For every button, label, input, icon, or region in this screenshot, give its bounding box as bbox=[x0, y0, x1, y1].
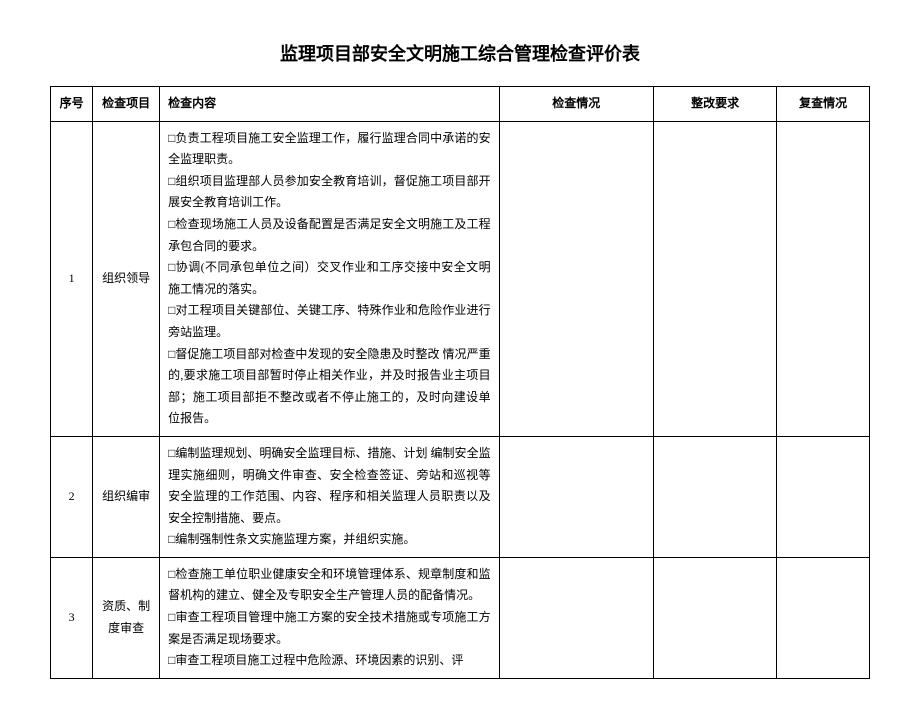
header-seq: 序号 bbox=[51, 87, 93, 122]
cell-content: □负责工程项目施工安全监理工作，履行监理合同中承诺的安全监理职责。 □组织项目监… bbox=[160, 121, 500, 436]
table-header-row: 序号 检查项目 检查内容 检查情况 整改要求 复查情况 bbox=[51, 87, 870, 122]
page-title: 监理项目部安全文明施工综合管理检查评价表 bbox=[50, 40, 870, 66]
evaluation-table: 序号 检查项目 检查内容 检查情况 整改要求 复查情况 1 组织领导 □负责工程… bbox=[50, 86, 870, 679]
cell-item: 组织领导 bbox=[93, 121, 160, 436]
cell-situation bbox=[499, 436, 653, 557]
cell-situation bbox=[499, 557, 653, 678]
table-header: 序号 检查项目 检查内容 检查情况 整改要求 复查情况 bbox=[51, 87, 870, 122]
cell-situation bbox=[499, 121, 653, 436]
table-body: 1 组织领导 □负责工程项目施工安全监理工作，履行监理合同中承诺的安全监理职责。… bbox=[51, 121, 870, 678]
content-line: □审查工程项目管理中施工方案的安全技术措施或专项施工方案是否满足现场要求。 bbox=[168, 607, 491, 650]
cell-content: □检查施工单位职业健康安全和环境管理体系、规章制度和监督机构的建立、健全及专职安… bbox=[160, 557, 500, 678]
cell-item: 资质、制度审查 bbox=[93, 557, 160, 678]
header-recheck: 复查情况 bbox=[777, 87, 870, 122]
cell-seq: 3 bbox=[51, 557, 93, 678]
table-row: 1 组织领导 □负责工程项目施工安全监理工作，履行监理合同中承诺的安全监理职责。… bbox=[51, 121, 870, 436]
cell-recheck bbox=[777, 121, 870, 436]
content-line: □对工程项目关键部位、关键工序、特殊作业和危险作业进行旁站监理。 bbox=[168, 300, 491, 343]
cell-rectify bbox=[653, 121, 776, 436]
cell-rectify bbox=[653, 436, 776, 557]
cell-item: 组织编审 bbox=[93, 436, 160, 557]
header-content: 检查内容 bbox=[160, 87, 500, 122]
cell-seq: 2 bbox=[51, 436, 93, 557]
cell-recheck bbox=[777, 436, 870, 557]
header-rectify: 整改要求 bbox=[653, 87, 776, 122]
content-line: □督促施工项目部对检查中发现的安全隐患及时整改 情况严重的,要求施工项目部暂时停… bbox=[168, 344, 491, 430]
content-line: □组织项目监理部人员参加安全教育培训，督促施工项目部开展安全教育培训工作。 bbox=[168, 171, 491, 214]
content-line: □协调(不同承包单位之间）交叉作业和工序交接中安全文明施工情况的落实。 bbox=[168, 257, 491, 300]
content-line: □检查施工单位职业健康安全和环境管理体系、规章制度和监督机构的建立、健全及专职安… bbox=[168, 564, 491, 607]
content-line: □审查工程项目施工过程中危险源、环境因素的识别、评 bbox=[168, 650, 491, 672]
header-item: 检查项目 bbox=[93, 87, 160, 122]
cell-recheck bbox=[777, 557, 870, 678]
cell-content: □编制监理规划、明确安全监理目标、措施、计划 编制安全监理实施细则，明确文件审查… bbox=[160, 436, 500, 557]
document-page: 监理项目部安全文明施工综合管理检查评价表 序号 检查项目 检查内容 检查情况 整… bbox=[50, 40, 870, 679]
table-row: 2 组织编审 □编制监理规划、明确安全监理目标、措施、计划 编制安全监理实施细则… bbox=[51, 436, 870, 557]
table-row: 3 资质、制度审查 □检查施工单位职业健康安全和环境管理体系、规章制度和监督机构… bbox=[51, 557, 870, 678]
content-line: □检查现场施工人员及设备配置是否满足安全文明施工及工程承包合同的要求。 bbox=[168, 214, 491, 257]
cell-seq: 1 bbox=[51, 121, 93, 436]
header-situation: 检查情况 bbox=[499, 87, 653, 122]
content-line: □负责工程项目施工安全监理工作，履行监理合同中承诺的安全监理职责。 bbox=[168, 128, 491, 171]
cell-rectify bbox=[653, 557, 776, 678]
content-line: □编制强制性条文实施监理方案，并组织实施。 bbox=[168, 529, 491, 551]
content-line: □编制监理规划、明确安全监理目标、措施、计划 编制安全监理实施细则，明确文件审查… bbox=[168, 443, 491, 529]
